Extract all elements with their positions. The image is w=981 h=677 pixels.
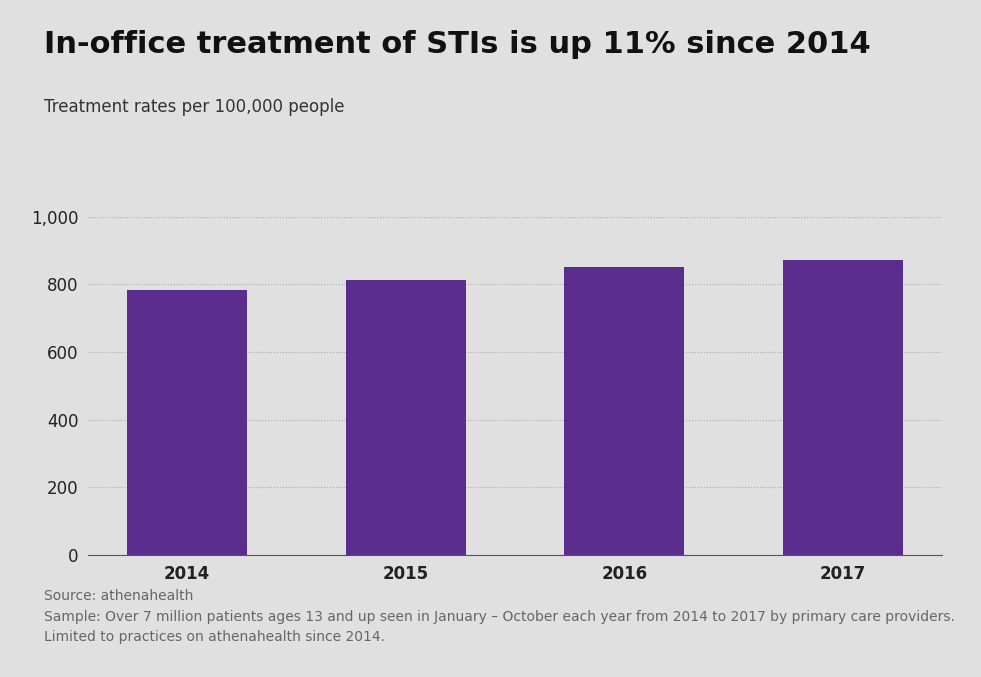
Text: Source: athenahealth
Sample: Over 7 million patients ages 13 and up seen in Janu: Source: athenahealth Sample: Over 7 mill… [44, 589, 955, 645]
Text: Treatment rates per 100,000 people: Treatment rates per 100,000 people [44, 98, 344, 116]
Bar [564, 267, 685, 555]
Bar [783, 260, 903, 555]
Text: In-office treatment of STIs is up 11% since 2014: In-office treatment of STIs is up 11% si… [44, 30, 871, 60]
Bar [128, 290, 247, 555]
Bar [345, 280, 466, 555]
